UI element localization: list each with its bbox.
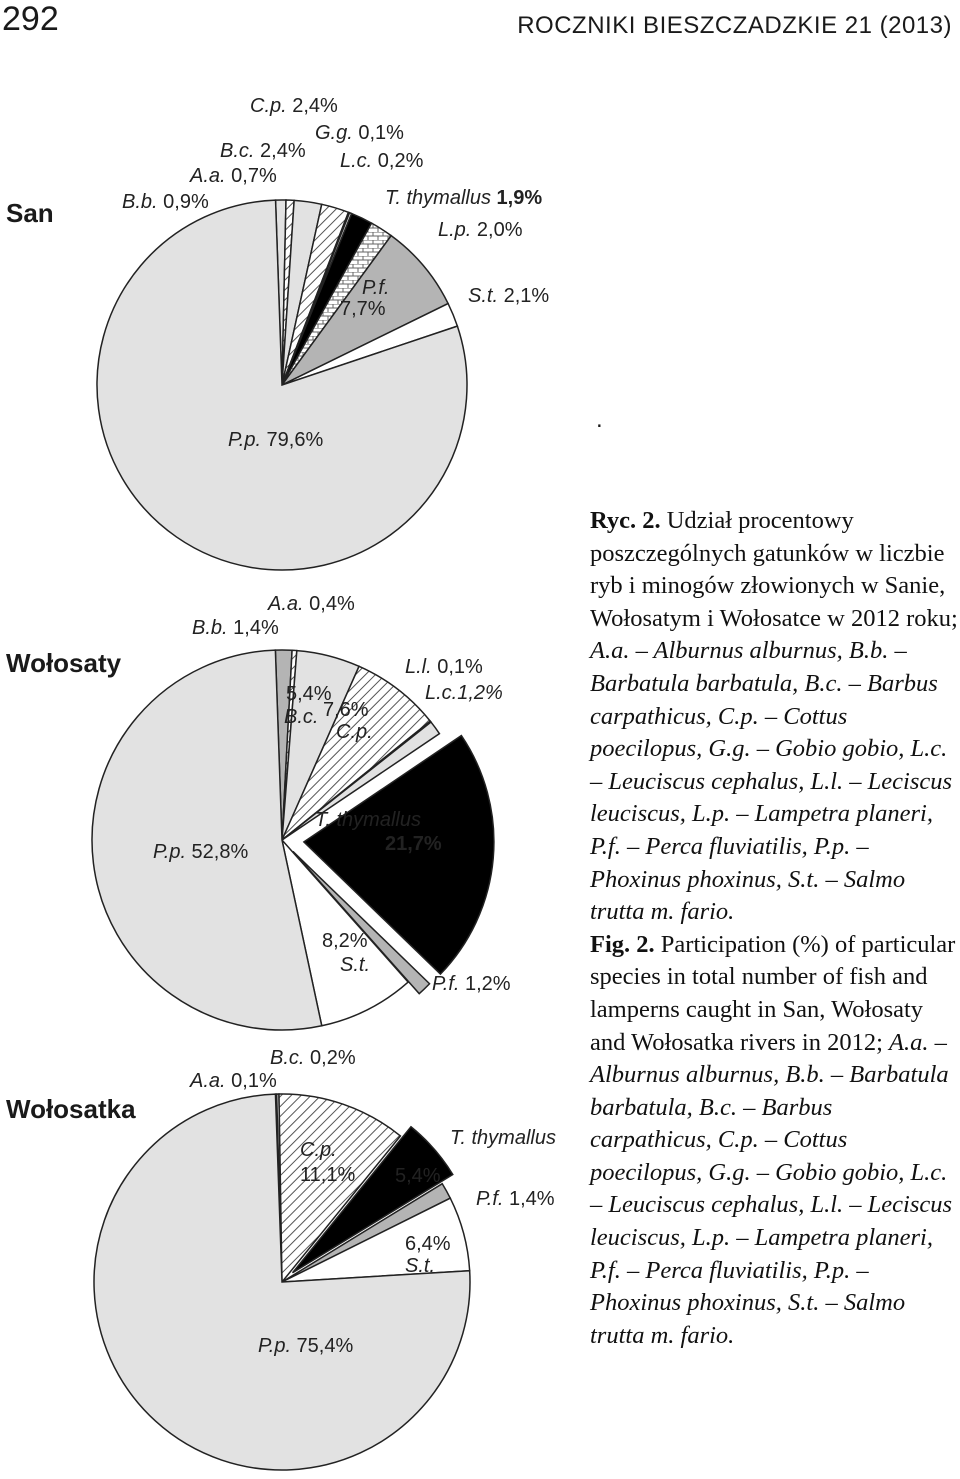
river-label-wolosaty: Wołosaty xyxy=(6,648,122,678)
label-wol-bb: B.b. 1,4% xyxy=(192,617,279,639)
caption-pl-text: Udział procentowy poszczególnych gatunkó… xyxy=(590,507,958,632)
label-wol-st-b: S.t. xyxy=(340,954,370,976)
pie-charts: C.p. 2,4% G.g. 0,1% B.c. 2,4% L.c. 0,2% … xyxy=(91,95,556,1471)
pie-slice-wołosatka-pp xyxy=(93,1093,471,1471)
label-san-cp: C.p. 2,4% xyxy=(250,95,338,117)
label-wka-cp-a: C.p. xyxy=(300,1139,337,1161)
label-san-bb: B.b. 0,9% xyxy=(122,191,209,213)
label-san-aa: A.a. 0,7% xyxy=(189,165,277,187)
label-wol-bc-b: B.c. xyxy=(284,706,318,728)
caption-pl-keys: A.a. – Alburnus alburnus, B.b. – Barbatu… xyxy=(590,637,953,926)
label-wol-pf: P.f. 1,2% xyxy=(432,973,511,995)
label-wka-st-b: S.t. xyxy=(405,1255,435,1277)
label-san-lc: L.c. 0,2% xyxy=(340,150,424,172)
label-wol-lc: L.c.1,2% xyxy=(425,682,503,704)
pie-slice-wołosaty-st xyxy=(280,837,410,1027)
label-wka-aa: A.a. 0,1% xyxy=(189,1070,277,1092)
label-wka-tt: T. thymallus xyxy=(450,1127,556,1149)
figure-caption: Ryc. 2. Udział procentowy poszczególnych… xyxy=(590,505,958,1352)
label-wol-ll: L.l. 0,1% xyxy=(405,656,483,678)
label-wol-tt-b: 21,7% xyxy=(385,833,442,855)
label-san-pp: P.p. 79,6% xyxy=(228,429,323,451)
caption-en-keys: A.a. – Alburnus alburnus, B.b. – Barbatu… xyxy=(590,1028,953,1349)
page-number: 292 xyxy=(2,0,59,38)
label-wol-aa: A.a. 0,4% xyxy=(267,593,355,615)
label-san-tt: T. thymallus 1,9% xyxy=(385,187,542,209)
label-wol-cp-b: C.p. xyxy=(336,721,373,743)
label-san-gg: G.g. 0,1% xyxy=(315,122,404,144)
caption-english: Fig. 2. Participation (%) of particular … xyxy=(590,929,958,1353)
caption-en-text: Participation (%) of particular species … xyxy=(590,930,956,1056)
label-wol-pp: P.p. 52,8% xyxy=(153,841,248,863)
stray-dot: . xyxy=(596,406,603,433)
label-wka-tt-b: 5,4% xyxy=(395,1165,441,1187)
pie-slice-san-pp xyxy=(96,199,468,571)
river-label-san: San xyxy=(6,198,54,228)
pie-slice-wołosaty-pf xyxy=(292,851,431,995)
river-label-wolosatka: Wołosatka xyxy=(6,1094,136,1124)
label-san-pf-b: 7,7% xyxy=(340,298,386,320)
label-san-st: S.t. 2,1% xyxy=(468,285,549,307)
label-wka-pp: P.p. 75,4% xyxy=(258,1335,353,1357)
pie-slice-wołosatka-cp xyxy=(278,1093,402,1285)
label-san-pf-a: P.f. xyxy=(362,277,389,299)
label-wol-tt-a: T. thymallus xyxy=(315,809,421,831)
label-wol-cp-a: 7,6% xyxy=(323,699,369,721)
pie-slice-wołosaty-pp xyxy=(91,649,323,1031)
label-wol-st-a: 8,2% xyxy=(322,930,368,952)
pie-slice-wołosatka-tthymallus xyxy=(291,1125,454,1274)
caption-pl-label: Ryc. 2. xyxy=(590,507,661,534)
caption-polish: Ryc. 2. Udział procentowy poszczególnych… xyxy=(590,505,958,929)
label-san-bc: B.c. 2,4% xyxy=(220,140,306,162)
label-wka-bc: B.c. 0,2% xyxy=(270,1047,356,1069)
label-wka-cp-b: 11,1% xyxy=(300,1164,355,1186)
journal-title: ROCZNIKI BIESZCZADZKIE 21 (2013) xyxy=(517,12,952,39)
label-san-lp: L.p. 2,0% xyxy=(438,219,523,241)
pie-slice-wołosaty-lc xyxy=(281,721,441,841)
caption-en-label: Fig. 2. xyxy=(590,930,655,958)
label-wka-pf: P.f. 1,4% xyxy=(476,1188,555,1210)
pie-slice-wołosaty-tthymallus xyxy=(302,734,495,976)
label-wol-bc-a: 5,4% xyxy=(286,683,332,705)
label-wka-st-a: 6,4% xyxy=(405,1233,451,1255)
